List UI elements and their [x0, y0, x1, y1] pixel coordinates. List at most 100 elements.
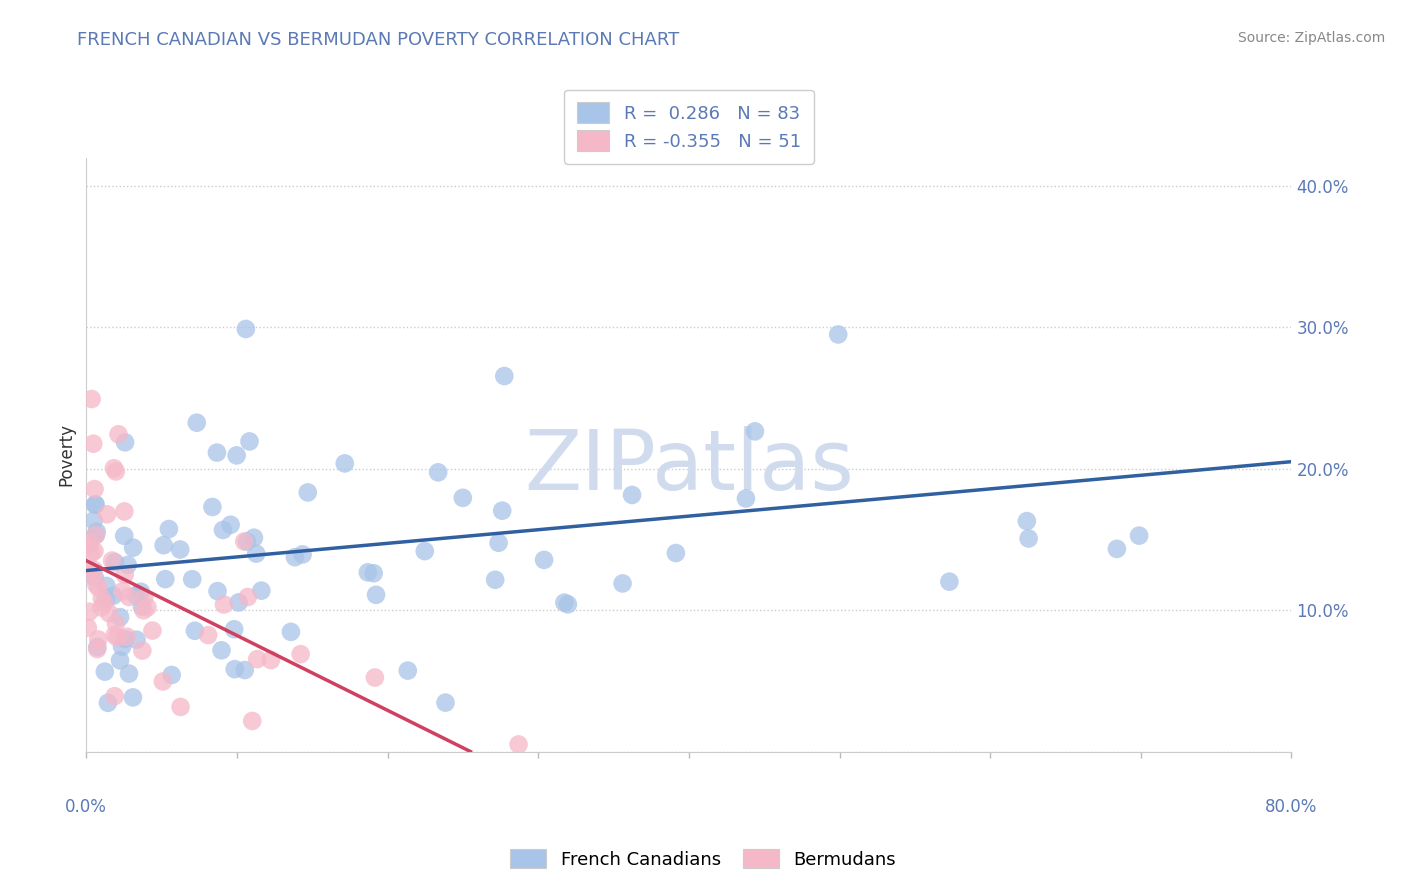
Point	[125, 632, 148, 647]
Point	[104, 628, 127, 642]
Point	[83, 570, 105, 584]
Point	[553, 596, 575, 610]
Point	[112, 504, 135, 518]
Legend: French Canadians, Bermudans: French Canadians, Bermudans	[503, 842, 903, 876]
Point	[1018, 532, 1040, 546]
Point	[131, 643, 153, 657]
Point	[80, 546, 103, 560]
Point	[79, 536, 101, 550]
Point	[533, 553, 555, 567]
Point	[115, 630, 138, 644]
Point	[240, 714, 263, 728]
Point	[114, 435, 136, 450]
Point	[76, 621, 98, 635]
Point	[107, 427, 129, 442]
Point	[82, 436, 104, 450]
Point	[131, 599, 153, 614]
Point	[184, 624, 207, 638]
Point	[744, 425, 766, 439]
Point	[132, 603, 155, 617]
Point	[83, 544, 105, 558]
Point	[118, 590, 141, 604]
Point	[488, 536, 510, 550]
Point	[219, 517, 242, 532]
Point	[396, 664, 419, 678]
Point	[103, 589, 125, 603]
Point	[118, 666, 141, 681]
Text: Source: ZipAtlas.com: Source: ZipAtlas.com	[1237, 31, 1385, 45]
Point	[484, 573, 506, 587]
Point	[224, 622, 246, 636]
Point	[90, 591, 112, 606]
Point	[357, 566, 380, 580]
Point	[111, 584, 134, 599]
Point	[152, 674, 174, 689]
Point	[207, 584, 229, 599]
Point	[205, 445, 228, 459]
Point	[90, 600, 112, 615]
Point	[169, 700, 191, 714]
Point	[557, 597, 579, 611]
Text: ZIPatlas: ZIPatlas	[524, 426, 853, 507]
Point	[235, 322, 257, 336]
Point	[291, 548, 314, 562]
Point	[243, 531, 266, 545]
Point	[212, 598, 235, 612]
Point	[233, 663, 256, 677]
Point	[297, 485, 319, 500]
Point	[83, 563, 105, 577]
Point	[228, 595, 250, 609]
Point	[97, 696, 120, 710]
Point	[141, 624, 163, 638]
Text: 80.0%: 80.0%	[1265, 798, 1317, 816]
Point	[96, 592, 118, 607]
Point	[1128, 528, 1150, 542]
Point	[87, 632, 110, 647]
Point	[94, 665, 117, 679]
Point	[169, 542, 191, 557]
Point	[233, 534, 256, 549]
Point	[134, 591, 156, 606]
Point	[86, 524, 108, 539]
Point	[238, 434, 260, 449]
Point	[413, 544, 436, 558]
Point	[612, 576, 634, 591]
Point	[114, 567, 136, 582]
Point	[1105, 541, 1128, 556]
Point	[260, 653, 283, 667]
Point	[96, 508, 118, 522]
Point	[93, 596, 115, 610]
Point	[86, 642, 108, 657]
Point	[224, 662, 246, 676]
Point	[211, 643, 233, 657]
Point	[136, 600, 159, 615]
Point	[250, 583, 273, 598]
Point	[84, 497, 107, 511]
Point	[434, 696, 457, 710]
Legend: R =  0.286   N = 83, R = -0.355   N = 51: R = 0.286 N = 83, R = -0.355 N = 51	[564, 89, 814, 164]
Point	[364, 671, 387, 685]
Y-axis label: Poverty: Poverty	[58, 423, 75, 486]
Point	[280, 624, 302, 639]
Point	[246, 652, 269, 666]
Point	[621, 488, 644, 502]
Point	[84, 528, 107, 542]
Point	[103, 461, 125, 475]
Point	[364, 588, 387, 602]
Point	[290, 647, 312, 661]
Point	[111, 640, 134, 654]
Point	[79, 605, 101, 619]
Point	[80, 392, 103, 406]
Point	[104, 689, 127, 703]
Point	[197, 628, 219, 642]
Point	[451, 491, 474, 505]
Point	[108, 610, 131, 624]
Point	[104, 555, 127, 569]
Point	[284, 550, 307, 565]
Point	[186, 416, 208, 430]
Point	[117, 558, 139, 572]
Point	[84, 577, 107, 591]
Point	[157, 522, 180, 536]
Point	[245, 547, 267, 561]
Point	[735, 491, 758, 506]
